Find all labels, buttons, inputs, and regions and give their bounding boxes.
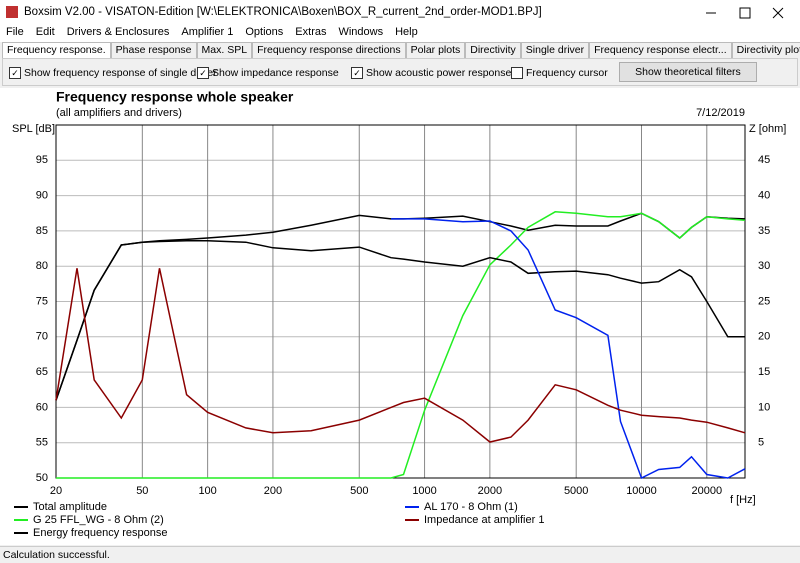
menu-item[interactable]: Extras <box>295 26 327 38</box>
legend-label: G 25 FFL_WG - 8 Ohm (2) <box>33 514 164 526</box>
y-tick-label: 75 <box>36 295 48 307</box>
y-tick-label: 80 <box>36 260 48 272</box>
window-title: Boxsim V2.00 - VISATON-Edition [W:\ELEKT… <box>24 6 542 18</box>
x-tick-label: 5000 <box>564 485 588 497</box>
legend-label: Energy frequency response <box>33 527 168 539</box>
app-icon <box>6 6 18 18</box>
legend-label: AL 170 - 8 Ohm (1) <box>424 501 518 513</box>
series-line <box>55 268 746 443</box>
tab[interactable]: Polar plots <box>405 42 466 58</box>
toolbar: Show theoretical filters ✓ Show frequency… <box>2 58 798 86</box>
x-tick-label: 100 <box>198 485 216 497</box>
series-line <box>55 240 745 401</box>
x-tick-label: 20 <box>50 485 62 497</box>
y2-tick-label: 15 <box>758 366 770 378</box>
y2-tick-label: 35 <box>758 225 770 237</box>
checkbox-box[interactable]: ✓ <box>351 67 363 79</box>
chart-title: Frequency response whole speaker <box>56 89 294 105</box>
menu-item[interactable]: Drivers & Enclosures <box>66 26 170 38</box>
y-tick-label: 65 <box>36 366 48 378</box>
checkbox-label: Show acoustic power response <box>366 67 512 79</box>
checkbox[interactable]: ✓ Show impedance response <box>197 67 339 79</box>
series-line <box>391 218 746 480</box>
tab[interactable]: Frequency response directions <box>252 42 406 58</box>
button[interactable]: Show theoretical filters <box>619 62 757 82</box>
chart-date: 7/12/2019 <box>696 107 745 119</box>
legend-label: Total amplitude <box>33 501 107 513</box>
menu-item[interactable]: Options <box>245 26 284 38</box>
checkbox[interactable]: ✓ Show frequency response of single drive… <box>9 67 217 79</box>
y2-tick-label: 5 <box>758 437 764 449</box>
checkbox-label: Show impedance response <box>212 67 339 79</box>
y2-tick-label: 25 <box>758 295 770 307</box>
y-tick-label: 55 <box>36 437 48 449</box>
menu-item[interactable]: Edit <box>35 26 55 38</box>
status-bar: Calculation successful. <box>0 546 800 563</box>
tab-bar: Frequency response. Phase response Max. SP… <box>2 42 800 58</box>
x-tick-label: 2000 <box>478 485 502 497</box>
menu-bar: File Edit Drivers & Enclosures Amplifier 1 O… <box>0 26 800 42</box>
y-axis-label: SPL [dB] <box>12 123 55 135</box>
title-bar: Boxsim V2.00 - VISATON-Edition [W:\ELEKT… <box>0 0 800 26</box>
x-tick-label: 200 <box>264 485 282 497</box>
tab[interactable]: Max. SPL <box>196 42 253 58</box>
menu-item[interactable]: Help <box>395 26 418 38</box>
checkbox-box[interactable]: ✓ <box>9 67 21 79</box>
x-tick-label: 50 <box>136 485 148 497</box>
tab[interactable]: Frequency response. <box>2 42 111 58</box>
checkbox-box[interactable] <box>511 67 523 79</box>
window-controls[interactable] <box>690 0 800 26</box>
series-line <box>56 211 746 479</box>
y-tick-label: 60 <box>36 401 48 413</box>
checkbox-box[interactable]: ✓ <box>197 67 209 79</box>
y-tick-label: 50 <box>36 472 48 484</box>
checkbox[interactable]: ✓ Show acoustic power response <box>351 67 511 79</box>
checkbox-label: Frequency cursor <box>526 67 608 79</box>
y2-tick-label: 10 <box>758 401 770 413</box>
tab[interactable]: Single driver <box>520 42 590 58</box>
checkbox[interactable]: Frequency cursor <box>511 67 608 79</box>
x-tick-label: 500 <box>350 485 368 497</box>
x-tick-label: 1000 <box>412 485 436 497</box>
y2-tick-label: 40 <box>758 190 770 202</box>
chart: Frequency response whole speaker (all am… <box>0 88 800 545</box>
y2-tick-label: 45 <box>758 154 770 166</box>
x-tick-label: 10000 <box>626 485 657 497</box>
x-axis-label: f [Hz] <box>730 494 756 506</box>
menu-item[interactable]: Amplifier 1 <box>181 26 234 38</box>
y-tick-label: 85 <box>36 225 48 237</box>
y-tick-label: 95 <box>36 154 48 166</box>
y2-tick-label: 30 <box>758 260 770 272</box>
y2-axis-label: Z [ohm] <box>749 123 786 135</box>
menu-item[interactable]: Windows <box>338 26 384 38</box>
legend-label: Impedance at amplifier 1 <box>424 514 544 526</box>
tab[interactable]: Directivity plots <box>731 42 800 58</box>
y-tick-label: 70 <box>36 331 48 343</box>
checkbox-label: Show frequency response of single driver <box>24 67 217 79</box>
y-tick-label: 90 <box>36 190 48 202</box>
tab[interactable]: Frequency response electr... <box>589 42 732 58</box>
tab[interactable]: Phase response <box>110 42 197 58</box>
x-tick-label: 20000 <box>692 485 723 497</box>
chart-subtitle: (all amplifiers and drivers) <box>56 107 182 119</box>
tab[interactable]: Directivity <box>465 42 521 58</box>
y2-tick-label: 20 <box>758 331 770 343</box>
plot-frame <box>55 124 746 479</box>
menu-item[interactable]: File <box>6 26 24 38</box>
